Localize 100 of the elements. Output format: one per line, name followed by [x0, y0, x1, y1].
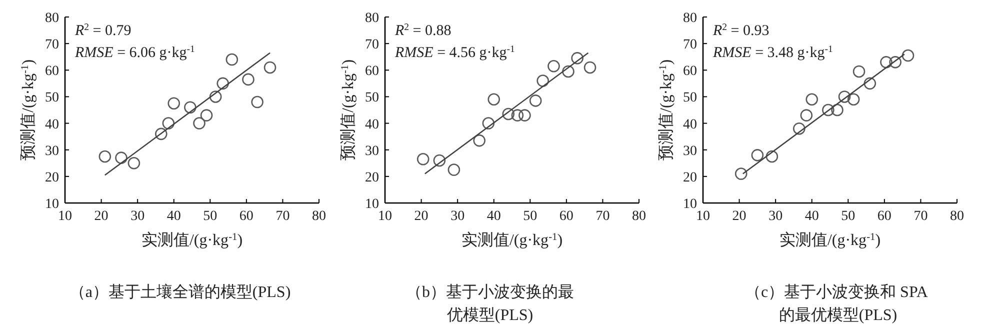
y-tick-label: 80 — [365, 11, 379, 26]
x-tick-label: 60 — [239, 209, 254, 224]
point — [831, 104, 844, 116]
x-tick-label: 60 — [559, 209, 574, 224]
point — [200, 109, 213, 122]
annotation: RMSE = 3.48 g·kg$^{-1}$ — [712, 44, 834, 61]
x-tick-label: 80 — [312, 209, 326, 224]
y-tick-label: 10 — [683, 197, 697, 212]
x-tick-label: 50 — [523, 209, 538, 224]
annotation: R$^{2}$ = 0.79 — [74, 22, 132, 39]
point — [838, 90, 851, 103]
y-tick-label: 80 — [683, 11, 697, 26]
point — [864, 77, 876, 90]
x-tick-label: 20 — [414, 209, 428, 224]
y-tick-label: 80 — [45, 11, 59, 26]
y-tick-label: 30 — [365, 144, 379, 159]
x-tick-label: 50 — [203, 209, 218, 224]
point — [193, 117, 206, 130]
x-tick-label: 70 — [276, 209, 290, 224]
x-tick-label: 60 — [877, 209, 892, 224]
point — [529, 94, 542, 107]
point — [115, 152, 128, 164]
y-tick-label: 60 — [365, 64, 379, 80]
x-tick-label: 10 — [378, 209, 392, 224]
y-tick-label: 70 — [683, 38, 697, 53]
point — [488, 93, 500, 106]
x-tick-label: 40 — [486, 209, 501, 224]
x-tick-label: 80 — [950, 209, 964, 224]
annotation: R$^{2}$ = 0.88 — [394, 22, 452, 39]
y-tick-label: 20 — [365, 170, 379, 186]
point — [751, 149, 764, 162]
point — [251, 96, 264, 108]
x-axis-title: 实测值/(g·kg$^{-1}$) — [779, 231, 881, 249]
point — [511, 109, 524, 122]
point — [584, 61, 596, 74]
y-tick-label: 50 — [683, 90, 697, 106]
y-tick-label: 20 — [45, 170, 59, 186]
y-tick-label: 50 — [45, 90, 59, 106]
point — [448, 164, 460, 176]
point — [536, 74, 549, 87]
y-tick-label: 70 — [365, 38, 379, 53]
point — [852, 65, 866, 78]
text: （c）基于小波变换和 SPA 的最优模型(PLS) — [744, 283, 932, 324]
point — [793, 122, 806, 135]
point — [562, 65, 574, 78]
point — [128, 156, 140, 170]
point — [571, 52, 584, 64]
point — [242, 73, 254, 86]
x-tick-label: 50 — [841, 209, 856, 224]
point — [473, 134, 486, 147]
x-tick-label: 20 — [732, 209, 746, 224]
point — [98, 150, 112, 163]
y-tick-label: 60 — [45, 64, 59, 80]
x-tick-label: 40 — [804, 209, 819, 224]
y-tick-label: 70 — [45, 38, 59, 53]
y-tick-label: 40 — [683, 117, 697, 132]
point — [162, 117, 175, 130]
point — [902, 49, 914, 62]
point — [433, 154, 446, 167]
x-axis-title: 实测值/(g·kg$^{-1}$) — [141, 231, 243, 249]
point — [482, 117, 495, 130]
y-tick-label: 50 — [365, 90, 379, 106]
y-tick-label: 10 — [365, 197, 379, 212]
text: （a）基于土壤全谱的模型(PLS) — [69, 283, 291, 301]
point — [184, 101, 196, 114]
text: （b）基于小波变换的最优模型(PLS) — [406, 283, 574, 324]
point — [264, 61, 276, 74]
x-tick-label: 30 — [768, 209, 783, 224]
annotation: R$^{2}$ = 0.93 — [712, 22, 770, 39]
point — [822, 104, 834, 116]
point — [734, 168, 748, 180]
x-tick-label: 30 — [130, 209, 145, 224]
x-tick-label: 20 — [94, 209, 108, 224]
annotation: RMSE = 4.56 g·kg$^{-1}$ — [394, 44, 516, 61]
point — [216, 77, 229, 90]
point — [847, 93, 860, 106]
x-tick-label: 70 — [596, 209, 610, 224]
point — [416, 153, 430, 166]
point — [766, 150, 778, 163]
y-tick-label: 10 — [45, 197, 59, 212]
point — [168, 97, 180, 110]
point — [155, 128, 168, 140]
y-tick-label: 40 — [365, 117, 379, 132]
x-tick-label: 30 — [450, 209, 465, 224]
x-tick-label: 40 — [166, 209, 181, 224]
x-tick-label: 10 — [58, 209, 72, 224]
point — [800, 109, 813, 122]
point — [502, 108, 515, 120]
point — [518, 109, 531, 122]
point — [806, 93, 818, 106]
x-axis-title: 实测值/(g·kg$^{-1}$) — [461, 231, 563, 249]
y-tick-label: 30 — [45, 144, 59, 159]
y-tick-label: 30 — [683, 144, 697, 159]
point — [548, 60, 560, 72]
point — [209, 90, 222, 103]
x-tick-label: 10 — [696, 209, 710, 224]
point — [889, 56, 902, 68]
y-tick-label: 60 — [683, 64, 697, 80]
y-tick-label: 40 — [45, 117, 59, 132]
y-tick-label: 20 — [683, 170, 697, 186]
